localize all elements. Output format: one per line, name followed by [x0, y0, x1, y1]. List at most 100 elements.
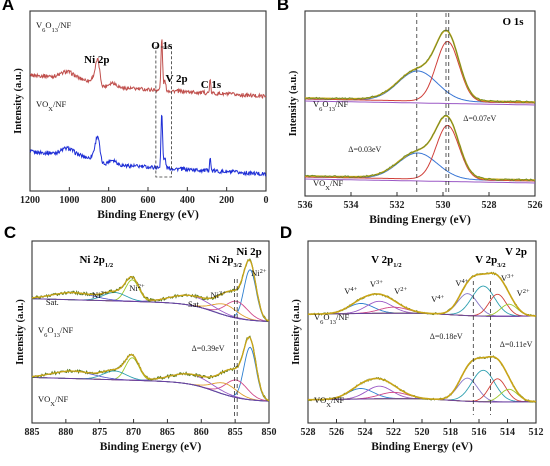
peak-label-v3: V3+ [370, 279, 383, 290]
series-label-vox-part: X [48, 106, 53, 113]
peak-label-ni2p32-part: Ni 2p [208, 254, 233, 266]
peak-label-v2p32: V 2p3/2 [475, 254, 505, 269]
peak-label-v2p12-part: 1/2 [393, 262, 401, 269]
x-tick-label: 528 [301, 427, 316, 438]
x-tick-label: 1000 [59, 195, 79, 206]
series-label-vox: VOX/NF [314, 395, 344, 409]
peak-label-v4-part: 4+ [462, 278, 469, 285]
peak-label-v2p: V 2p [165, 73, 187, 85]
series-label-vox: VOX/NF [38, 394, 68, 408]
delta-annotation: Δ=0.18eV [430, 332, 463, 341]
series-label-vox: VOX/NF [36, 99, 66, 113]
peak-label-ni2p12-part: 1/2 [105, 262, 113, 269]
series-label-v6o13: V6O13/NF [314, 312, 350, 326]
series-label-vox-part: /NF [331, 395, 345, 405]
x-tick-label: 518 [443, 427, 458, 438]
fit-component-vox [31, 346, 270, 402]
fit-envelope-vox [307, 355, 536, 403]
peak-label-ni2-part: 2+ [138, 283, 145, 290]
series-label-v6o13-part: O [323, 312, 329, 322]
x-tick-label: 870 [126, 427, 141, 438]
peak-label-v3-part: V [370, 279, 377, 289]
series-label-v6o13-part: 6 [319, 106, 323, 113]
peak-label-v4: V4+ [431, 294, 444, 305]
peak-label-ni3-part: 3+ [219, 290, 226, 297]
delta-annotation: Δ=0.11eV [500, 340, 533, 349]
peak-label-v2: V2+ [394, 286, 407, 297]
peak-label-v2p32-part: 3/2 [497, 262, 505, 269]
peak-label-o1s: O 1s [151, 40, 173, 52]
peak-label-c1s: C 1s [201, 79, 222, 91]
panel-letter: C [4, 223, 16, 242]
y-axis-label: Intensity (a.u.) [288, 70, 299, 136]
series-label-v6o13-part: /NF [336, 312, 350, 322]
series-label-vox: VOX/NF [313, 178, 343, 192]
series-label-vox-part: /NF [55, 394, 69, 404]
series-label-v6o13-part: 13 [52, 27, 59, 34]
series-label-v6o13-part: 6 [44, 332, 48, 339]
x-tick-label: 600 [141, 195, 156, 206]
series-line-v6o13 [29, 39, 267, 99]
series-label-v6o13-part: O [45, 20, 51, 30]
peak-label-v4-part: 4+ [350, 286, 357, 293]
panel-c: 885 880 875 870 865 860 855 850 Binding Energy (… [4, 223, 277, 453]
peak-label-ni2-part: Ni [129, 283, 138, 293]
series-label-vox-part: VO [36, 99, 48, 109]
plot-frame [31, 240, 270, 424]
peak-label-sat: Sat. [46, 297, 59, 307]
x-axis-label: Binding Energy (eV) [97, 209, 199, 221]
fit-peak-lattice-v6o13 [305, 40, 535, 104]
series-label-v6o13-part: 13 [54, 332, 61, 339]
peak-label-v4-part: V [455, 278, 462, 288]
delta-annotation: Δ=0.03eV [348, 145, 381, 154]
series-label-v6o13: V6O13/NF [36, 20, 72, 34]
y-axis-label: Intensity (a.u.) [13, 68, 24, 134]
peak-label-v3-part: 3+ [507, 273, 514, 280]
peak-label-v2-part: 2+ [400, 286, 407, 293]
peak-label-ni2: Ni2+ [129, 283, 145, 294]
series-label-vox-part: X [50, 401, 55, 408]
baseline-v6o13 [31, 298, 270, 322]
x-tick-label: 400 [180, 195, 195, 206]
peak-label-v2p12: V 2p1/2 [371, 254, 401, 269]
peak-label-v4: V4+ [344, 286, 357, 297]
y-axis-label: Intensity (a.u.) [291, 299, 302, 365]
x-tick-label: 800 [101, 195, 116, 206]
series-label-v6o13-part: V [36, 20, 43, 30]
x-tick-label: 524 [358, 427, 373, 438]
x-tick-label: 532 [390, 200, 405, 211]
panel-a: 1200 1000 800 600 400 200 0 Binding Energy (eV)… [2, 0, 269, 221]
panel-title: V 2p [505, 246, 527, 258]
raw-spectrum-vox [304, 114, 536, 182]
series-label-vox-part: X [325, 185, 330, 192]
series-label-v6o13-part: V [314, 312, 321, 322]
series-label-v6o13-part: /NF [60, 325, 74, 335]
panel-letter: B [277, 0, 289, 14]
peak-label-v2: V2+ [517, 288, 530, 299]
peak-label-v4-part: 4+ [437, 294, 444, 301]
peak-label-v4-part: V [344, 286, 351, 296]
peak-label-v2-part: V [517, 288, 524, 298]
x-tick-label: 526 [528, 200, 543, 211]
peak-label-ni3-part: Ni [92, 290, 101, 300]
peak-label-v2-part: V [394, 286, 401, 296]
x-tick-label: 860 [194, 427, 209, 438]
series-label-vox-part: X [326, 402, 331, 409]
peak-label-v4: V4+ [455, 278, 468, 289]
x-tick-label: 875 [92, 427, 107, 438]
x-tick-label: 1200 [20, 195, 40, 206]
peak-label-ni2-part: Ni [251, 268, 260, 278]
x-tick-label: 850 [262, 427, 277, 438]
series-label-vox-part: VO [38, 394, 50, 404]
x-tick-label: 0 [264, 195, 269, 206]
peak-label-ni2: Ni2+ [251, 268, 267, 279]
x-tick-label: 512 [529, 427, 544, 438]
x-axis-label: Binding Energy (eV) [369, 214, 471, 226]
peak-label-ni3: Ni3+ [92, 290, 108, 301]
peak-label-ni3-part: 3+ [101, 290, 108, 297]
highlight-box [155, 46, 173, 178]
series-label-v6o13: V6O13/NF [38, 325, 74, 339]
x-tick-label: 534 [344, 200, 359, 211]
y-axis-label: Intensity (a.u.) [15, 299, 26, 365]
fit-envelope-v6o13 [305, 29, 535, 103]
